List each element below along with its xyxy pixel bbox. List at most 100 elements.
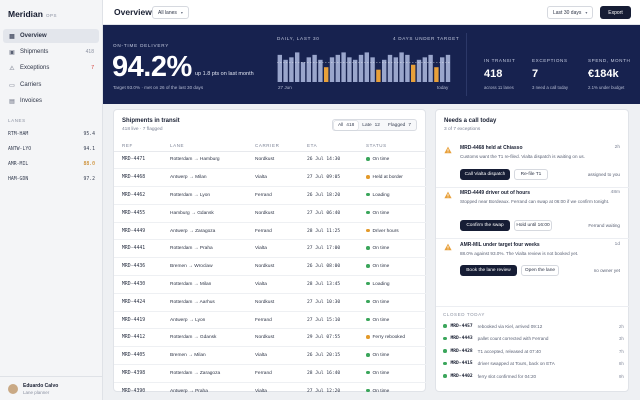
table-row[interactable]: MRD-4424 Rotterdam → Aarhus Nordkust 27 Jul… — [114, 293, 427, 312]
table-row[interactable]: MRD-4412 Rotterdam → Gdansk Nordkust 29 Jul… — [114, 328, 427, 348]
filter-tab-flagged[interactable]: Flagged 7 — [384, 121, 415, 130]
lane-stat[interactable]: HAM-GDN 97.2 — [8, 177, 95, 182]
sidebar-item-overview[interactable]: ▦ Overview — [3, 29, 99, 43]
sidebar-item-shipments[interactable]: ▣ Shipments 418 — [3, 45, 99, 59]
closed-item[interactable]: MRD-4402 ferry slot confirmed for 04:20 9h — [443, 372, 624, 380]
kpi-sub: across 11 lanes — [484, 85, 514, 90]
shipment-lane: Rotterdam → Gdansk — [170, 328, 255, 348]
lane-destination: Milan — [199, 281, 212, 287]
call-card: MRD-4449 driver out of hours 48m Stopped n… — [441, 190, 625, 231]
arrow-right-icon: → — [187, 228, 196, 234]
shipment-carrier: Nordkust — [255, 328, 307, 348]
table-row[interactable]: MRD-4462 Rotterdam → Lyon Ferrand 26 Jul 18… — [114, 186, 427, 205]
sidebar: Meridian OPS ▦ Overview ▣ Shipments 418 ⚠ Excep… — [0, 0, 103, 400]
shipments-panel: Shipments in transit 418 live · 7 flagge… — [113, 109, 427, 400]
call-secondary-button[interactable]: Open the lane — [521, 265, 559, 276]
call-primary-button[interactable]: Call Vialta dispatch — [460, 169, 510, 180]
table-row[interactable]: MRD-4436 Bremen → Wroclaw Nordkust 26 Jul 0… — [114, 257, 427, 277]
check-dot-icon — [443, 336, 447, 341]
table-row[interactable]: MRD-4468 Antwerp → Milan Vialta 27 Jul 09:0… — [114, 168, 427, 188]
lane-code: ANTW-LYO — [8, 147, 32, 152]
row-spacer — [114, 293, 122, 312]
call-description: Customs want the T1 re-filed. Vialta dis… — [460, 154, 585, 159]
sidebar-item-carriers[interactable]: ▭ Carriers — [3, 78, 99, 92]
check-dot-icon — [443, 374, 447, 378]
divider — [436, 187, 630, 188]
status-label: On time — [372, 246, 390, 252]
chart-bar — [283, 59, 288, 82]
table-row[interactable]: MRD-4405 Bremen → Milan Vialta 26 Jul 20:15… — [114, 346, 427, 366]
app-name: Meridian — [8, 9, 43, 19]
user-profile[interactable]: Eduardo Calvo Lane planner — [0, 376, 103, 400]
status-dot-icon — [366, 264, 370, 268]
filter-tab-all[interactable]: All 418 — [333, 120, 359, 130]
kpi-value: 418 — [484, 68, 503, 80]
shipment-eta: 27 Jul 12:20 — [307, 382, 366, 400]
table-row[interactable]: MRD-4390 Antwerp → Praha Vialta 27 Jul 12:2… — [114, 382, 427, 400]
kpi-sub: 2.1% under budget — [588, 85, 625, 90]
check-dot-icon — [443, 349, 447, 353]
column-header-status[interactable]: STATUS — [366, 141, 427, 152]
lane-value: 88.0 — [83, 162, 95, 167]
date-range-select[interactable]: Last 30 days ▾ — [547, 6, 594, 19]
closed-item[interactable]: MRD-4457 rebooked via Kiel, arrived 09:12… — [443, 322, 624, 330]
sidebar-item-exceptions[interactable]: ⚠ Exceptions 7 — [3, 61, 99, 75]
table-row[interactable]: MRD-4398 Rotterdam → Zaragoza Ferrand 28 Ju… — [114, 364, 427, 383]
table-row[interactable]: MRD-4449 Antwerp → Zaragoza Ferrand 28 Jul … — [114, 222, 427, 241]
lane-origin: Hamburg — [170, 210, 190, 216]
arrow-right-icon: → — [192, 192, 200, 198]
chart-bar — [428, 54, 433, 82]
shipment-lane: Antwerp → Lyon — [170, 311, 255, 330]
status-dot-icon — [366, 228, 370, 233]
shipment-status: Loading — [366, 186, 427, 205]
chart-bar — [387, 54, 393, 82]
column-header-ref[interactable]: REF — [122, 141, 170, 152]
closed-item[interactable]: MRD-4415 driver swapped at Tours, back on… — [443, 360, 624, 368]
lane-filter-select[interactable]: All lanes ▾ — [152, 6, 189, 19]
status-label: On time — [372, 388, 390, 394]
call-primary-button[interactable]: Confirm the swap — [460, 220, 510, 231]
lane-stat[interactable]: AMR-MIL 88.0 — [8, 162, 95, 167]
table-row[interactable]: MRD-4471 Rotterdam → Hamburg Nordkust 26 Ju… — [114, 151, 427, 170]
status-label: Driver hours — [372, 228, 399, 234]
shipment-status: On time — [366, 346, 427, 366]
export-button[interactable]: Export — [600, 6, 631, 19]
chart-bar — [324, 67, 329, 82]
column-header-eta[interactable]: ETA — [307, 141, 366, 152]
lane-stat[interactable]: RTM-HAM 95.4 — [8, 132, 95, 137]
table-row[interactable]: MRD-4430 Rotterdam → Milan Vialta 28 Jul 13… — [114, 275, 427, 294]
column-header-lane[interactable]: LANE — [170, 141, 255, 152]
shipment-status: On time — [366, 257, 427, 277]
shipment-ref: MRD-4449 — [122, 222, 170, 241]
shipment-status: Held at border — [366, 168, 427, 188]
status-dot-icon — [366, 175, 370, 179]
call-description: 88.0% against 93.0%. The Vialta review i… — [460, 251, 579, 256]
app-logo[interactable]: Meridian OPS — [8, 9, 57, 19]
call-primary-button[interactable]: Book the lane review — [460, 265, 517, 276]
lane-origin: Rotterdam — [170, 246, 193, 252]
user-name: Eduardo Calvo — [23, 382, 59, 389]
table-row[interactable]: MRD-4419 Antwerp → Lyon Ferrand 27 Jul 15:1… — [114, 311, 427, 330]
closed-ref: MRD-4402 — [450, 373, 473, 379]
call-secondary-button[interactable]: Hold until 16:00 — [514, 220, 552, 231]
closed-item[interactable]: MRD-4428 T1 accepted, released at 07:40 7h — [443, 347, 624, 355]
sidebar-item-invoices[interactable]: ▤ Invoices — [3, 94, 99, 108]
closed-item[interactable]: MRD-4443 pallet count corrected with Ferr… — [443, 335, 624, 343]
arrow-right-icon: → — [187, 317, 196, 323]
table-row[interactable]: MRD-4455 Hamburg → Gdansk Nordkust 27 Jul 0… — [114, 204, 427, 223]
filter-tab-late[interactable]: Late 12 — [358, 121, 384, 130]
chart-bar — [382, 59, 387, 82]
chart-bar — [341, 52, 346, 82]
shipment-status: Loading — [366, 275, 427, 294]
arrow-right-icon: → — [186, 353, 195, 359]
table-row[interactable]: MRD-4441 Rotterdam → Praha Vialta 27 Jul 17… — [114, 239, 427, 259]
shipment-ref: MRD-4398 — [122, 364, 170, 383]
kpi-exceptions: EXCEPTIONS 7 3 need a call today — [532, 58, 568, 90]
closed-ref: MRD-4457 — [450, 323, 473, 329]
column-header-carrier[interactable]: CARRIER — [255, 141, 307, 152]
call-secondary-button[interactable]: Re-file T1 — [514, 169, 548, 180]
chart-bar — [335, 54, 340, 82]
filter-count: 12 — [374, 122, 380, 128]
shipment-carrier: Vialta — [255, 168, 307, 188]
lane-stat[interactable]: ANTW-LYO 94.1 — [8, 147, 95, 152]
